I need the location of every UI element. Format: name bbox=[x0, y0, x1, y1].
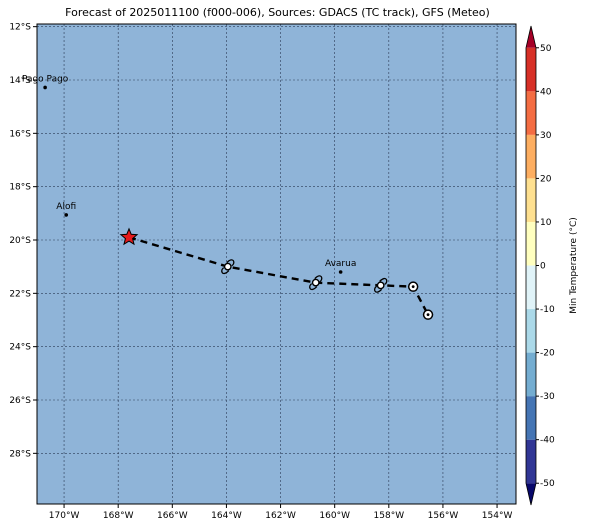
lat-tick-label: 28°S bbox=[9, 449, 31, 459]
lat-tick-label: 26°S bbox=[9, 396, 31, 406]
lon-tick-label: 156°W bbox=[428, 511, 459, 521]
storm-arm bbox=[226, 259, 235, 267]
lat-tick-label: 22°S bbox=[9, 289, 31, 299]
place-marker-icon bbox=[338, 270, 343, 274]
colorbar-tick-label: -20 bbox=[540, 349, 555, 359]
lat-tick-label: 20°S bbox=[9, 236, 31, 246]
place-marker-icon bbox=[43, 85, 47, 90]
lon-tick-label: 166°W bbox=[157, 511, 188, 521]
lon-tick-label: 170°W bbox=[49, 511, 80, 521]
tropical-storm-icon[interactable] bbox=[309, 275, 323, 291]
lat-tick-label: 16°S bbox=[9, 129, 31, 139]
colorbar-band bbox=[526, 134, 536, 179]
colorbar-tick-label: 50 bbox=[540, 44, 552, 54]
colorbar-tick-label: 10 bbox=[540, 218, 552, 228]
tropical-storm-icon[interactable] bbox=[221, 259, 235, 275]
colorbar-band bbox=[526, 91, 536, 135]
storm-eye bbox=[376, 281, 385, 290]
colorbar-extend-low bbox=[526, 483, 536, 505]
place-label: Avarua bbox=[325, 259, 356, 269]
colorbar-band bbox=[526, 396, 536, 440]
lon-tick-label: 162°W bbox=[265, 511, 296, 521]
colorbar-extend-high bbox=[526, 26, 536, 48]
place-marker-icon bbox=[64, 213, 69, 217]
colorbar-band bbox=[526, 178, 536, 222]
tropical-depression-icon[interactable] bbox=[422, 309, 434, 320]
lon-tick-label: 158°W bbox=[374, 511, 405, 521]
colorbar-band bbox=[526, 265, 536, 310]
lon-tick-label: 160°W bbox=[319, 511, 350, 521]
colorbar-tick-label: 30 bbox=[540, 131, 552, 141]
tropical-storm-icon[interactable] bbox=[374, 277, 388, 293]
storm-eye bbox=[223, 262, 232, 271]
colorbar-tick-label: 0 bbox=[540, 262, 546, 272]
colorbar-band bbox=[526, 439, 536, 484]
map-title: Forecast of 2025011100 (f000-006), Sourc… bbox=[65, 6, 490, 19]
colorbar-band bbox=[526, 47, 536, 92]
colorbar: 50 40 30 20 10 0 -10 -20 -30 -40 -50 Min Temperatur… bbox=[525, 25, 579, 506]
storm-arm bbox=[221, 267, 230, 275]
lat-tick-label: 18°S bbox=[9, 183, 31, 193]
colorbar-tick-label: -50 bbox=[540, 479, 555, 489]
colorbar-tick-label: 40 bbox=[540, 87, 552, 97]
lon-tick-label: 168°W bbox=[103, 511, 134, 521]
place-label: Alofi bbox=[56, 202, 76, 212]
storm-arm bbox=[379, 277, 388, 285]
colorbar-tick-label: -30 bbox=[540, 392, 555, 402]
colorbar-tick-label: -10 bbox=[540, 305, 555, 315]
lon-tick-label: 164°W bbox=[211, 511, 242, 521]
ocean-background bbox=[37, 24, 516, 504]
storm-arm bbox=[309, 283, 318, 291]
lat-tick-label: 24°S bbox=[9, 343, 31, 353]
current-position-star-icon[interactable] bbox=[119, 227, 139, 246]
cyclone-track-line bbox=[128, 236, 430, 316]
storm-arm bbox=[314, 275, 323, 283]
map-frame bbox=[36, 23, 517, 505]
lon-tick-label: 154°W bbox=[482, 511, 513, 521]
map-panel[interactable]: 170°W 168°W 166°W 164°W 162°W 160°W 158°W 156°W… bbox=[9, 23, 517, 521]
colorbar-tick-label: -40 bbox=[540, 436, 555, 446]
depression-center bbox=[426, 313, 430, 317]
colorbar-label: Min Temperature (°C) bbox=[569, 217, 579, 314]
lat-tick-label: 14°S bbox=[9, 76, 31, 86]
colorbar-band bbox=[526, 309, 536, 353]
storm-arm bbox=[374, 285, 383, 293]
depression-center bbox=[411, 285, 415, 289]
colorbar-band bbox=[526, 352, 536, 397]
colorbar-band bbox=[526, 221, 536, 266]
place-label: Pago Pago bbox=[22, 74, 69, 84]
colorbar-tick-label: 20 bbox=[540, 174, 552, 184]
lat-tick-label: 12°S bbox=[9, 23, 31, 33]
storm-eye bbox=[311, 278, 320, 287]
tropical-depression-icon[interactable] bbox=[407, 281, 419, 292]
